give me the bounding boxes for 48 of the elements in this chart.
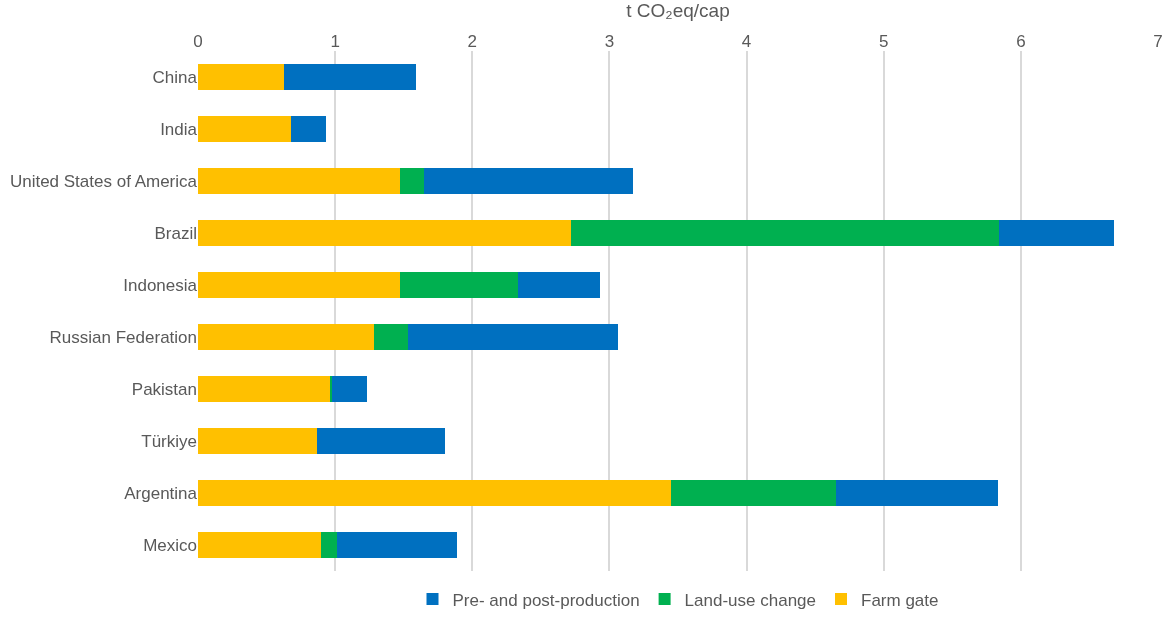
bar xyxy=(198,376,330,402)
bar xyxy=(336,532,458,558)
bar xyxy=(998,220,1115,246)
bar xyxy=(198,428,318,454)
bar xyxy=(284,64,417,90)
bar xyxy=(835,480,998,506)
y-tick-label: Brazil xyxy=(154,223,197,243)
bar xyxy=(291,116,326,142)
bar xyxy=(407,324,618,350)
x-tick-label: 3 xyxy=(604,31,615,51)
bar xyxy=(671,480,836,506)
bar xyxy=(198,480,672,506)
bar xyxy=(571,220,999,246)
bar xyxy=(332,376,367,402)
legend-label: Pre- and post-production xyxy=(452,590,640,610)
x-tick-label: 2 xyxy=(467,31,478,51)
bar xyxy=(373,324,408,350)
legend-label: Land-use change xyxy=(684,590,816,610)
bar xyxy=(424,168,633,194)
x-tick-label: 1 xyxy=(330,31,340,51)
bar xyxy=(198,532,322,558)
y-tick-label: Russian Federation xyxy=(49,327,197,347)
bar xyxy=(198,324,374,350)
bar xyxy=(317,428,445,454)
bar xyxy=(198,64,285,90)
y-tick-label: Pakistan xyxy=(131,379,197,399)
bar xyxy=(198,220,572,246)
x-axis-title: t CO₂eq/cap xyxy=(626,0,730,22)
bar xyxy=(399,168,425,194)
y-tick-label: Mexico xyxy=(143,535,197,555)
y-tick-label: China xyxy=(152,67,198,87)
y-tick-label: United States of America xyxy=(9,171,198,191)
x-tick-label: 7 xyxy=(1153,31,1163,51)
bar xyxy=(198,272,400,298)
legend-label: Farm gate xyxy=(861,590,939,610)
y-tick-label: Indonesia xyxy=(123,275,198,295)
bar xyxy=(517,272,600,298)
y-tick-label: India xyxy=(160,119,198,139)
bar xyxy=(198,116,292,142)
x-tick-label: 4 xyxy=(741,31,752,51)
x-tick-label: 6 xyxy=(1016,31,1026,51)
bar xyxy=(321,532,337,558)
x-tick-label: 5 xyxy=(878,31,889,51)
bar xyxy=(198,168,400,194)
x-tick-label: 0 xyxy=(193,31,203,51)
y-tick-label: Türkiye xyxy=(141,431,197,451)
bar xyxy=(399,272,518,298)
y-tick-label: Argentina xyxy=(124,483,198,503)
